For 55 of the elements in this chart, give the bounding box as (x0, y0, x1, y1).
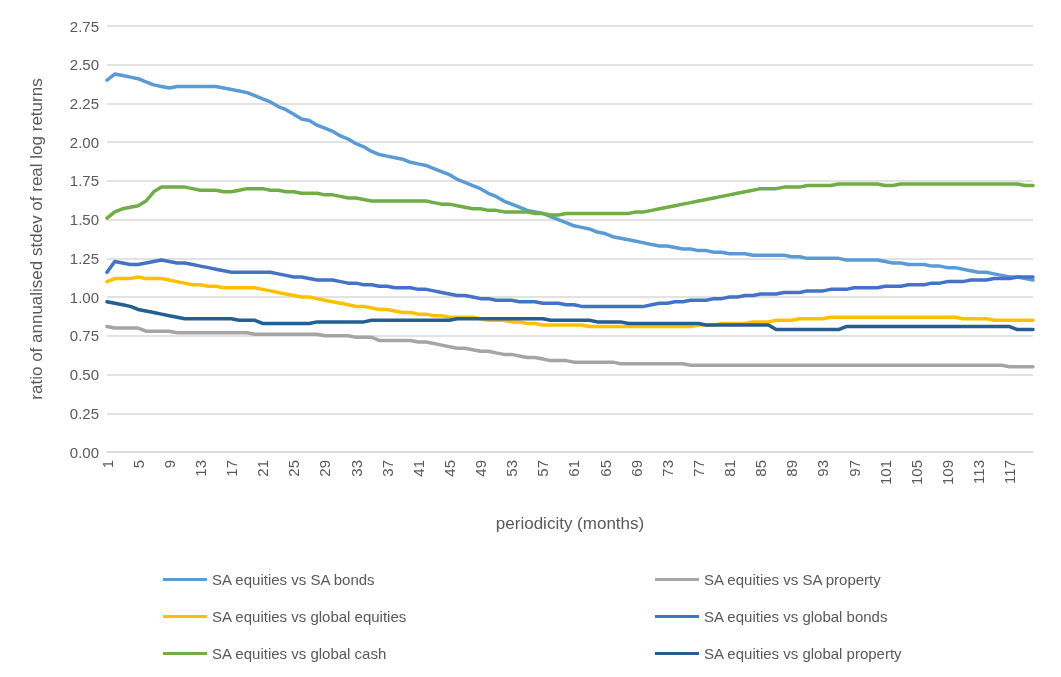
x-tick-label: 57 (534, 460, 552, 477)
x-tick-label: 65 (596, 460, 614, 477)
x-tick-label: 101 (876, 460, 894, 486)
x-tick-label: 81 (721, 460, 739, 477)
x-tick-label: 53 (503, 460, 521, 477)
legend-label: SA equities vs global bonds (704, 608, 888, 625)
y-tick-label: 2.00 (69, 133, 99, 151)
x-tick-label: 13 (191, 460, 209, 477)
y-tick-label: 1.00 (69, 288, 99, 306)
x-tick-label: 5 (129, 460, 147, 469)
x-tick-label: 85 (752, 460, 770, 477)
line-series (105, 324, 1035, 369)
x-tick-label: 29 (316, 460, 334, 477)
x-tick-label: 73 (658, 460, 676, 477)
x-tick-label: 61 (565, 460, 583, 477)
x-tick-label: 89 (783, 460, 801, 477)
y-tick-label: 1.75 (69, 172, 99, 190)
line-series (105, 72, 1035, 282)
x-tick-label: 113 (970, 460, 988, 484)
legend-label: SA equities vs global equities (212, 608, 407, 625)
x-tick-label: 45 (440, 460, 458, 477)
x-tick-label: 93 (814, 460, 832, 477)
line-series (105, 258, 1035, 309)
x-tick-label: 49 (472, 460, 490, 477)
x-tick-label: 117 (1001, 460, 1019, 484)
legend-label: SA equities vs global property (704, 645, 903, 662)
y-tick-label: 1.50 (69, 211, 99, 229)
y-tick-label: 0.75 (69, 327, 99, 345)
y-tick-label: 2.75 (69, 17, 99, 35)
y-tick-label: 2.50 (69, 56, 99, 74)
x-tick-label: 17 (223, 460, 240, 477)
legend-label: SA equities vs global cash (212, 645, 387, 662)
x-axis-title: periodicity (months) (495, 514, 645, 533)
line-series (105, 299, 1035, 332)
line-series (105, 182, 1035, 220)
y-tick-label: 0.25 (69, 404, 99, 422)
x-tick-label: 21 (254, 460, 272, 477)
x-tick-label: 97 (845, 460, 863, 477)
x-tick-label: 77 (689, 460, 707, 477)
legend-label: SA equities vs SA property (704, 571, 882, 588)
x-tick-label: 69 (627, 460, 645, 477)
x-tick-label: 1 (98, 460, 116, 469)
x-tick-label: 109 (938, 460, 956, 486)
x-tick-label: 105 (907, 460, 925, 486)
y-axis-title: ratio of annualised stdev of real log returns (27, 78, 46, 400)
legend-label: SA equities vs SA bonds (212, 571, 375, 588)
y-tick-label: 2.25 (69, 94, 99, 112)
y-tick-label: 0.50 (69, 366, 99, 384)
x-tick-label: 25 (285, 460, 303, 477)
x-tick-label: 9 (160, 460, 178, 469)
x-tick-label: 37 (378, 460, 396, 477)
y-tick-label: 0.00 (69, 443, 99, 461)
y-tick-label: 1.25 (69, 249, 99, 267)
x-tick-label: 41 (409, 460, 427, 477)
x-tick-label: 33 (347, 460, 365, 477)
